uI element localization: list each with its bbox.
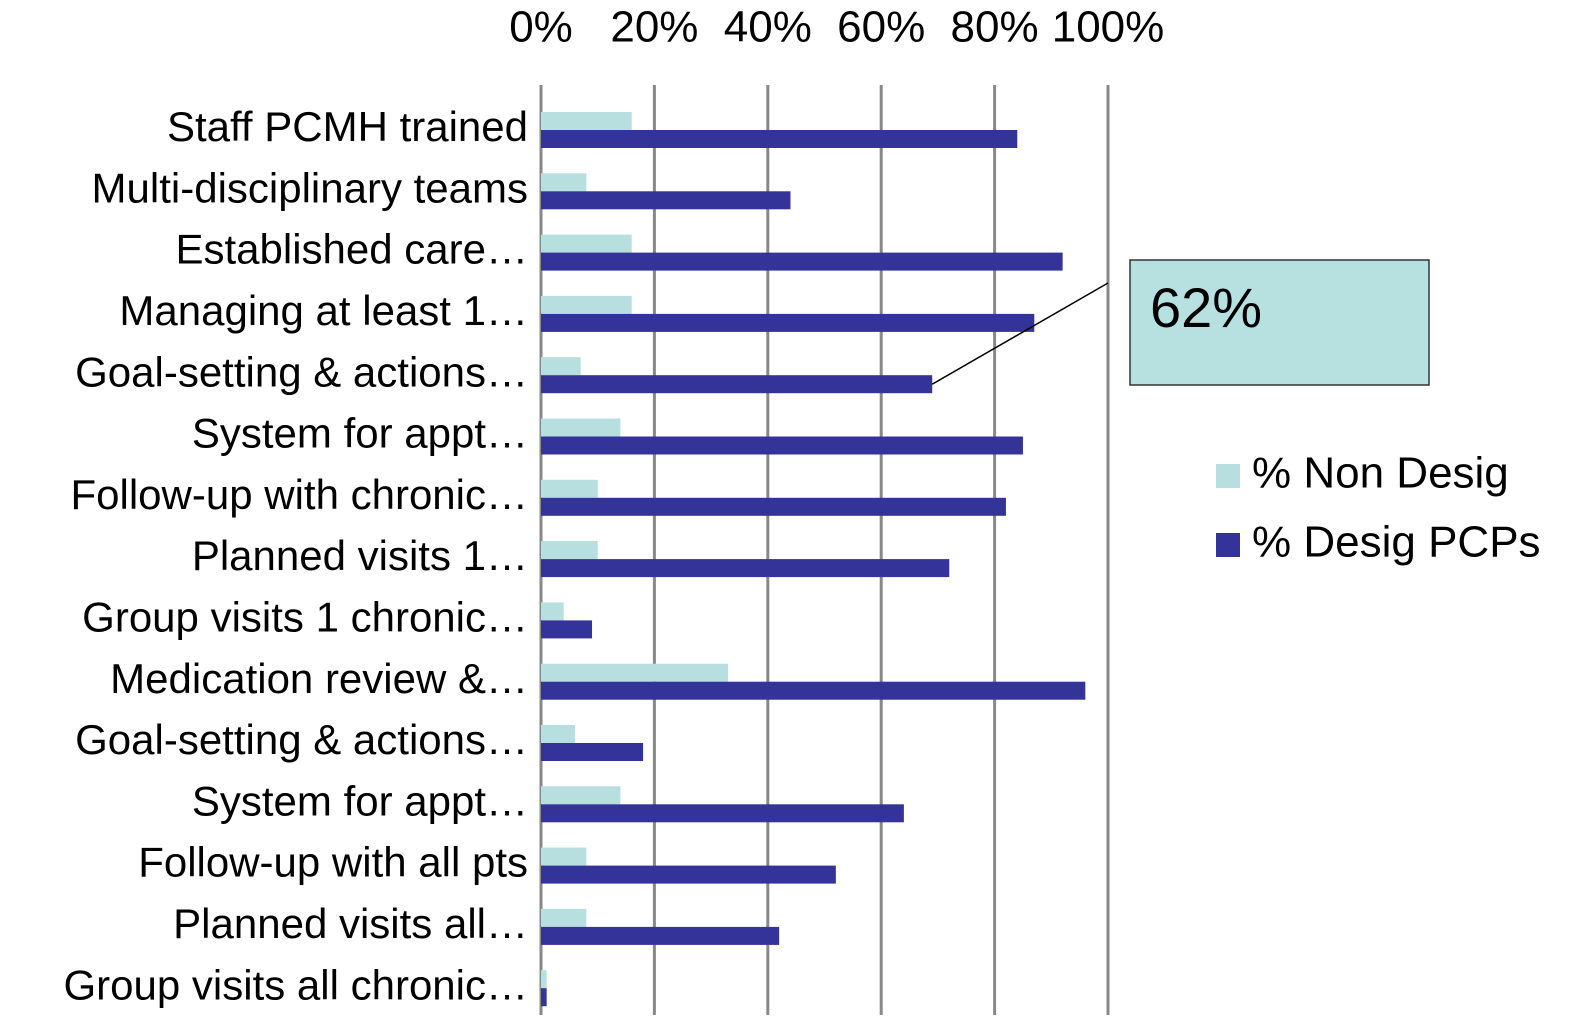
bar (541, 663, 729, 682)
bar (541, 970, 547, 989)
y-tick-label: Planned visits all… (173, 900, 528, 947)
bar (541, 786, 621, 805)
bar (541, 313, 1035, 332)
callout-text: 62% (1150, 276, 1262, 339)
bar (541, 602, 564, 621)
bar (541, 418, 621, 437)
bar (541, 559, 950, 578)
y-tick-label: Medication review &… (110, 655, 528, 702)
y-tick-label: Planned visits 1… (192, 532, 528, 579)
bar (541, 908, 587, 927)
y-tick-label: Staff PCMH trained (167, 103, 528, 150)
x-tick-label: 100% (1052, 3, 1165, 52)
bar (541, 743, 644, 761)
bar (541, 497, 1006, 516)
bar (541, 620, 593, 639)
callout-box (1129, 259, 1430, 386)
bar (541, 725, 576, 743)
y-tick-label: Multi-disciplinary teams (92, 164, 528, 211)
y-tick-label: Group visits all chronic… (64, 961, 528, 1008)
x-tick-label: 20% (610, 3, 698, 52)
legend-swatch (1216, 533, 1240, 557)
bar (541, 191, 791, 210)
bar (541, 252, 1063, 271)
bar (541, 479, 598, 498)
x-tick-label: 80% (951, 3, 1039, 52)
bar (541, 112, 632, 130)
x-tick-label: 60% (837, 3, 925, 52)
bar (541, 926, 780, 945)
y-tick-label: Group visits 1 chronic… (82, 593, 528, 640)
bar (541, 234, 632, 253)
bar (541, 865, 836, 884)
bar (541, 295, 632, 314)
y-tick-label: Follow-up with chronic… (71, 471, 529, 518)
y-tick-label: Managing at least 1… (119, 287, 528, 334)
bar (541, 130, 1018, 148)
y-tick-label: Goal-setting & actions… (75, 716, 528, 763)
legend-swatch (1216, 464, 1240, 488)
bar (541, 681, 1086, 700)
y-tick-label: Established care… (175, 226, 528, 273)
legend-label: % Desig PCPs (1252, 518, 1541, 567)
bar (541, 357, 581, 376)
legend-label: % Non Desig (1252, 449, 1509, 498)
bar (541, 436, 1023, 455)
y-tick-label: System for appt… (192, 410, 528, 457)
x-tick-label: 40% (724, 3, 812, 52)
bar (541, 173, 587, 192)
y-tick-label: Goal-setting & actions… (75, 348, 528, 395)
x-tick-label: 0% (509, 3, 573, 52)
bar (541, 847, 587, 866)
callout-line (931, 282, 1109, 385)
bar (541, 804, 904, 823)
y-tick-label: System for appt… (192, 777, 528, 824)
bar (541, 988, 547, 1007)
y-tick-label: Follow-up with all pts (138, 839, 528, 886)
bar (541, 375, 933, 394)
bar (541, 541, 598, 560)
